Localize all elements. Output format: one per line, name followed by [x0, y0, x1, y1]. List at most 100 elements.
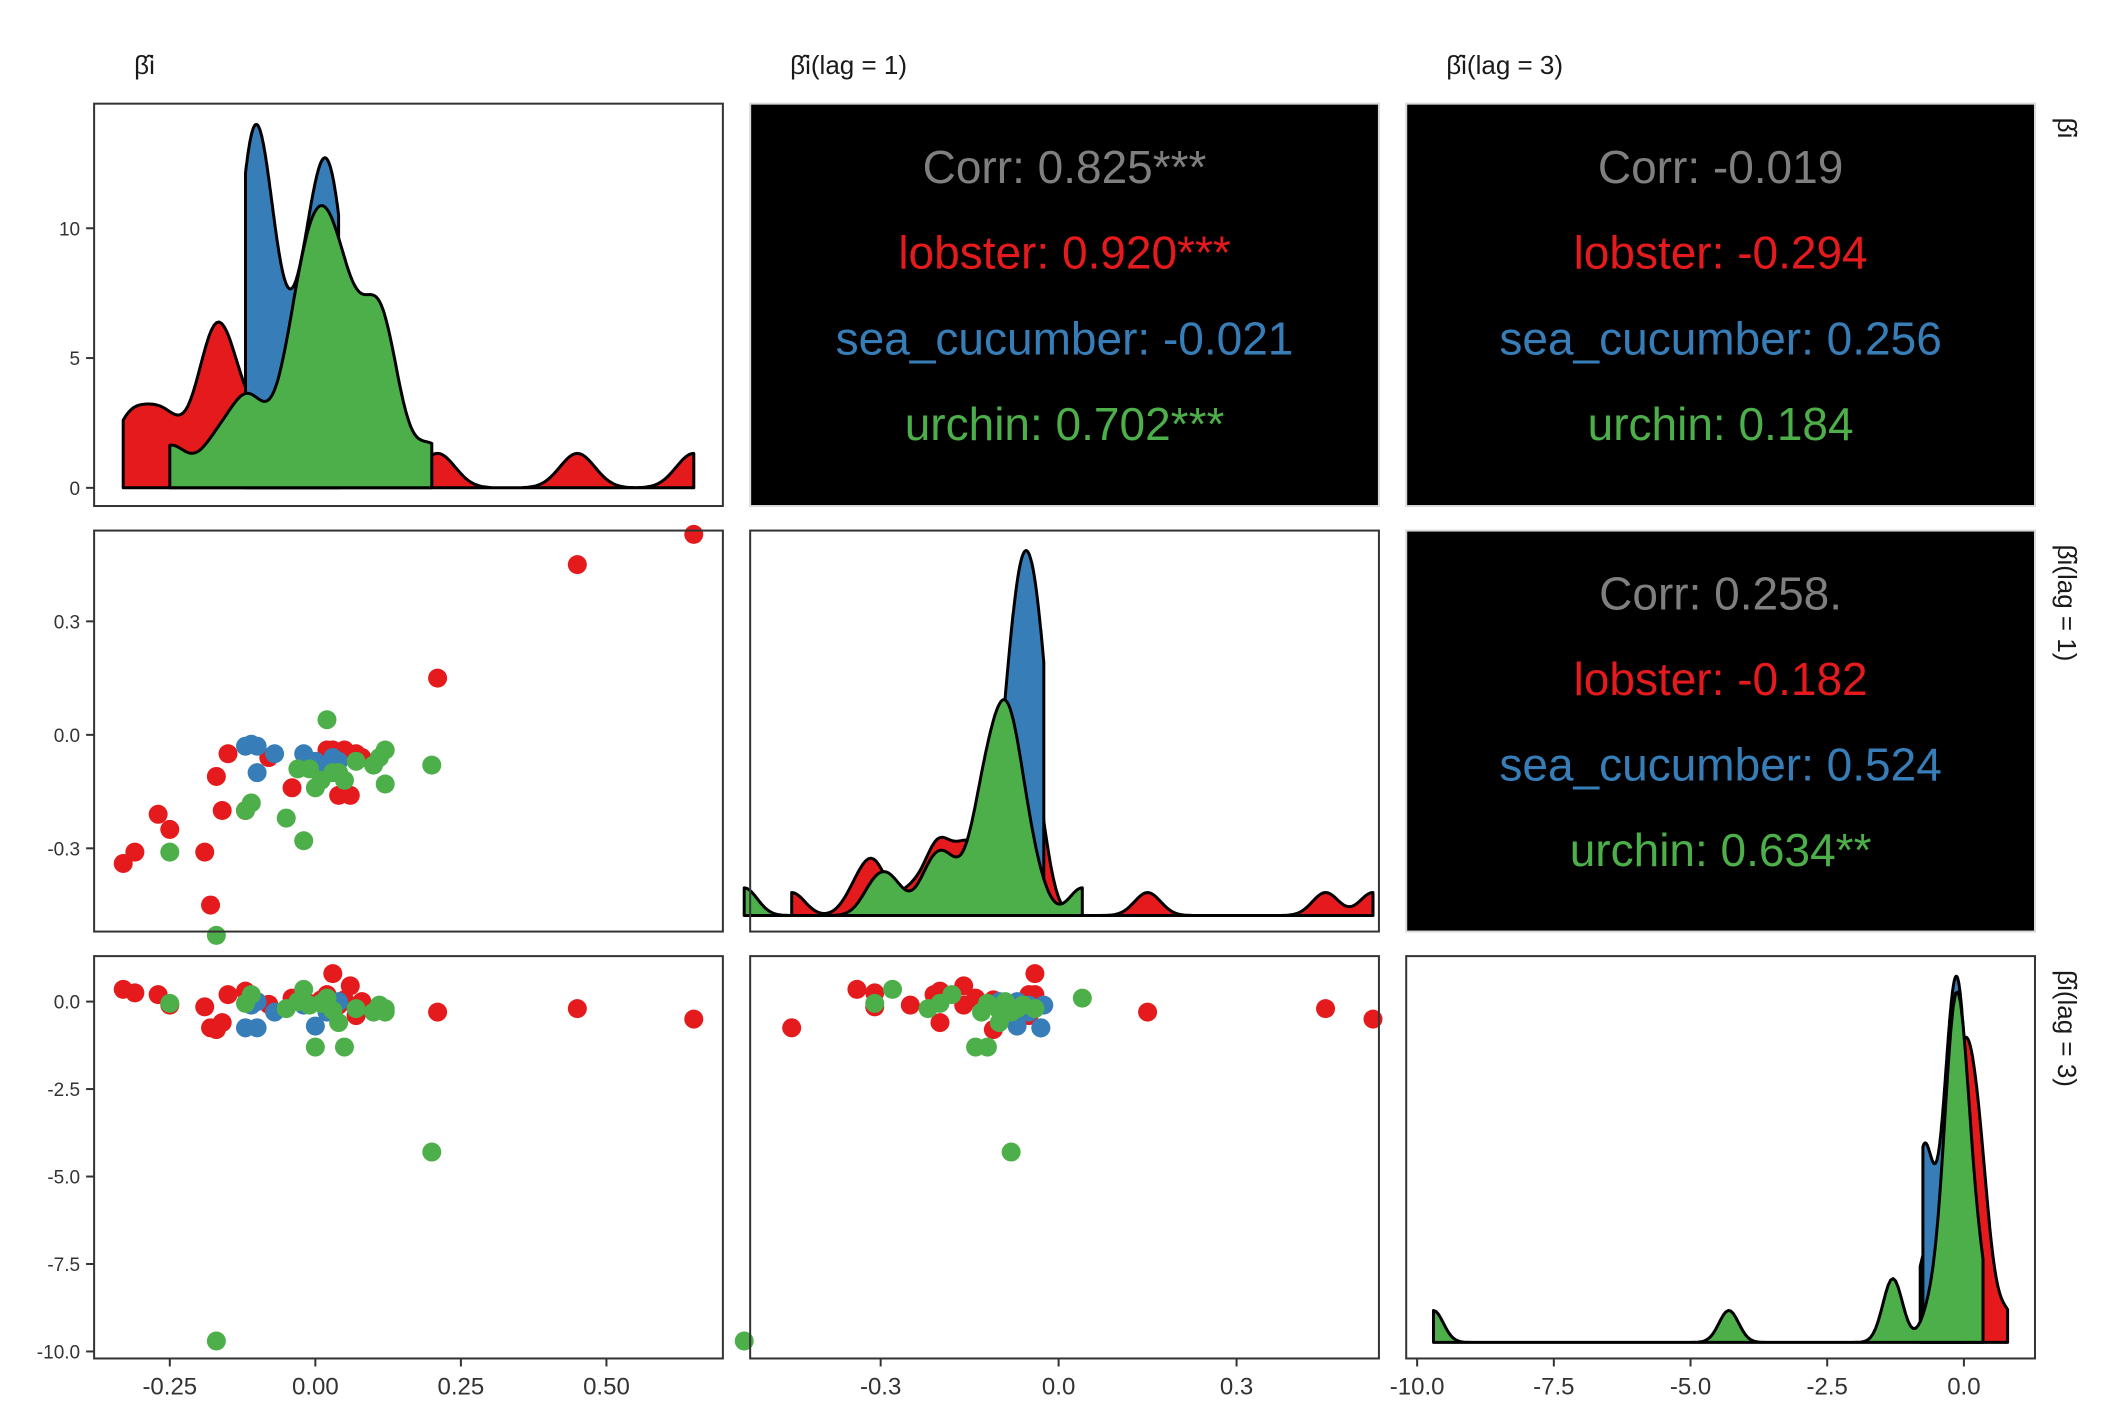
y-tick-label: -0.3: [47, 839, 80, 860]
point-lobster: [125, 842, 145, 862]
point-lobster: [684, 1009, 704, 1029]
point-sea_cucumber: [247, 1018, 267, 1038]
corr-label-sea_cucumber: sea_cucumber: -0.021: [836, 312, 1294, 364]
y-tick-label: -10.0: [37, 1342, 80, 1363]
point-lobster: [782, 1018, 802, 1038]
point-urchin: [375, 1002, 395, 1022]
x-tick-label: 0.3: [1220, 1373, 1253, 1400]
x-tick-label: -5.0: [1670, 1373, 1711, 1400]
point-urchin: [160, 993, 180, 1013]
x-tick-label: 0.0: [1042, 1373, 1075, 1400]
density-urchin: [168, 204, 434, 490]
row-strip-label: β̂i(lag = 3): [2052, 970, 2082, 1087]
density-urchin: [1432, 990, 1985, 1344]
x-tick-label: -0.3: [860, 1373, 901, 1400]
point-lobster: [428, 1002, 448, 1022]
panel-frame: [1405, 955, 2036, 1360]
point-lobster: [195, 997, 215, 1017]
y-tick-label: 0.0: [54, 993, 80, 1014]
y-tick-label: 0.3: [54, 612, 80, 633]
point-lobster: [1025, 964, 1045, 984]
y-tick-label: -5.0: [47, 1168, 80, 1189]
y-tick-label: 5: [70, 349, 81, 370]
point-lobster: [684, 524, 704, 544]
panels: [94, 102, 2036, 1359]
point-sea_cucumber: [265, 744, 285, 764]
point-lobster: [201, 895, 221, 915]
point-sea_cucumber: [305, 1016, 325, 1036]
corr-label-urchin: urchin: 0.702***: [905, 398, 1225, 450]
point-lobster: [567, 999, 587, 1019]
y-tick-label: -2.5: [47, 1080, 80, 1101]
point-lobster: [125, 983, 145, 1003]
point-urchin: [334, 1037, 354, 1057]
point-urchin: [294, 831, 314, 851]
panel-frames: [93, 102, 2036, 1360]
point-sea_cucumber: [247, 763, 267, 783]
point-urchin: [241, 985, 261, 1005]
y-tick-label: 10: [59, 219, 80, 240]
point-urchin: [160, 842, 180, 862]
point-urchin: [972, 1002, 992, 1022]
panel-frame: [93, 955, 724, 1360]
x-tick-label: -0.25: [142, 1373, 197, 1400]
x-tick-label: 0.0: [1947, 1373, 1980, 1400]
corr-label-lobster: lobster: -0.294: [1574, 227, 1868, 279]
corr-label-lobster: lobster: 0.920***: [898, 227, 1231, 279]
point-urchin: [422, 755, 442, 775]
point-lobster: [428, 668, 448, 688]
x-tick-label: 0.25: [438, 1373, 485, 1400]
point-urchin: [334, 770, 354, 790]
row-strip-label: β̂i(lag = 1): [2052, 545, 2082, 662]
panel-background: [94, 530, 723, 932]
panel-frame: [749, 955, 1380, 1360]
labels: Corr: 0.825*** lobster: 0.920*** sea_cucum…: [37, 50, 2082, 1400]
column-strip-label: β̂i(lag = 3): [1446, 50, 1563, 80]
point-lobster: [148, 804, 168, 824]
data-marks: [113, 122, 2010, 1351]
x-tick-label: -10.0: [1390, 1373, 1445, 1400]
point-urchin: [305, 1037, 325, 1057]
corr-label-sea_cucumber: sea_cucumber: 0.524: [1499, 739, 1941, 791]
point-lobster: [212, 1013, 232, 1033]
correlation-panel: [749, 102, 1380, 508]
point-lobster: [195, 842, 215, 862]
point-urchin: [883, 979, 903, 999]
point-lobster: [218, 744, 238, 764]
point-lobster: [340, 976, 360, 996]
point-lobster: [340, 785, 360, 805]
point-lobster: [323, 964, 343, 984]
point-urchin: [294, 979, 314, 999]
correlation-panel: [1405, 102, 2036, 508]
point-lobster: [1363, 1009, 1383, 1029]
corr-label-urchin: urchin: 0.184: [1588, 398, 1854, 450]
row-strip-label: β̂i: [2052, 118, 2082, 139]
point-urchin: [942, 985, 962, 1005]
point-urchin: [346, 999, 366, 1019]
panel-frame: [93, 102, 724, 508]
point-urchin: [241, 793, 261, 813]
point-urchin: [276, 808, 296, 828]
point-urchin: [422, 1142, 442, 1162]
point-lobster: [847, 979, 867, 999]
y-tick-label: 0: [70, 479, 81, 500]
axis-ticks: [86, 227, 1965, 1367]
point-urchin: [1072, 988, 1092, 1008]
point-lobster: [282, 778, 302, 798]
column-strip-label: β̂i(lag = 1): [790, 50, 907, 80]
point-sea_cucumber: [1031, 1018, 1051, 1038]
point-urchin: [300, 759, 320, 779]
point-urchin: [977, 1037, 997, 1057]
corr-label-overall: Corr: -0.019: [1598, 141, 1843, 193]
point-lobster: [900, 995, 920, 1015]
point-lobster: [567, 555, 587, 575]
density-urchin: [742, 698, 1084, 917]
point-lobster: [160, 819, 180, 839]
point-lobster: [113, 853, 133, 873]
point-lobster: [1316, 999, 1336, 1019]
point-urchin: [375, 740, 395, 760]
x-tick-label: -2.5: [1807, 1373, 1848, 1400]
point-urchin: [1001, 1142, 1021, 1162]
point-urchin: [206, 1331, 226, 1351]
